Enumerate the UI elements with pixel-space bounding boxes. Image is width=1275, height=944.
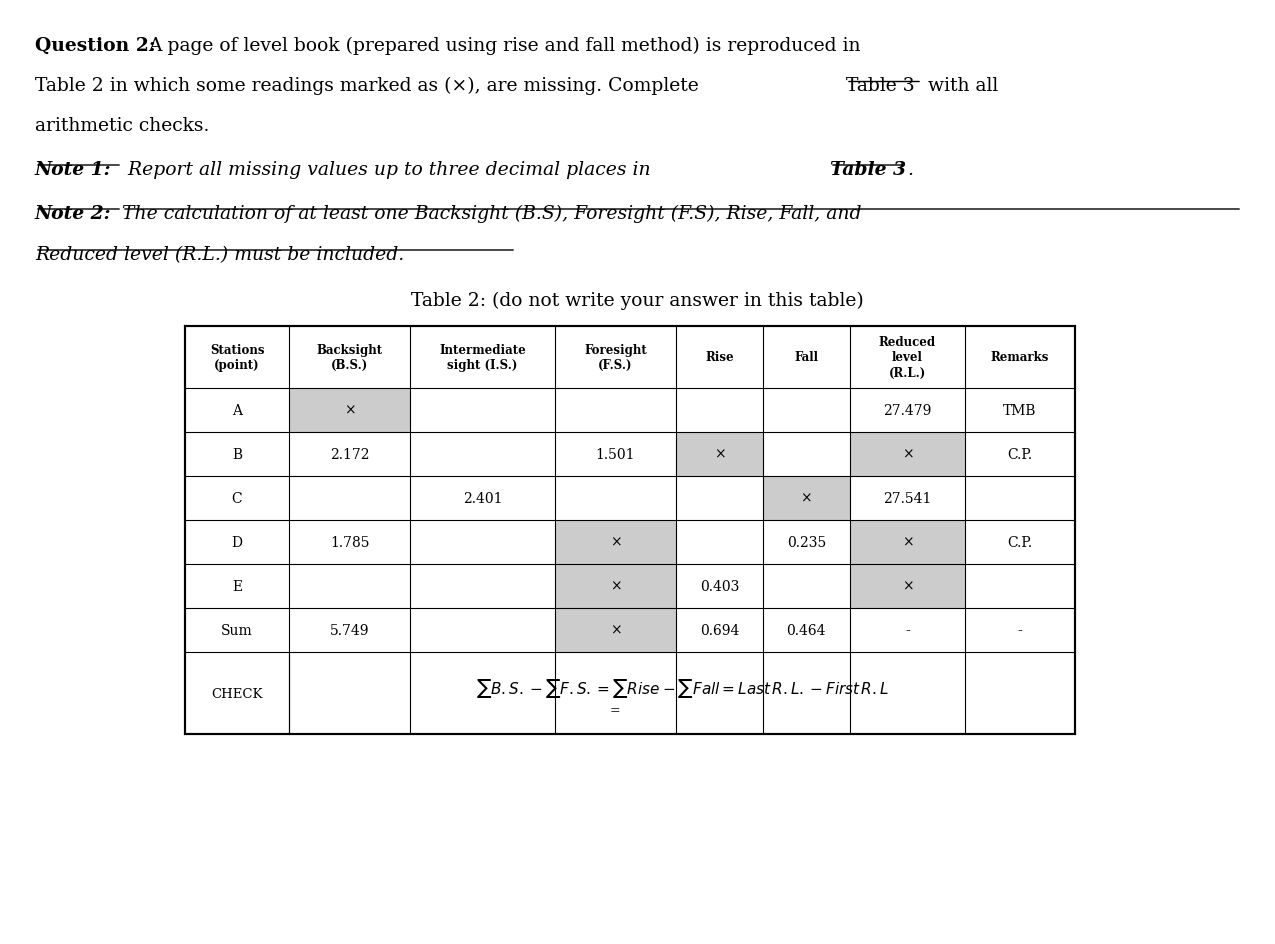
Text: 1.501: 1.501 [595, 447, 635, 462]
Text: Reduced level (R.L.) must be included.: Reduced level (R.L.) must be included. [34, 245, 404, 263]
Text: TMB: TMB [1003, 404, 1037, 417]
Text: ×: × [901, 447, 913, 462]
Bar [849, 520, 965, 565]
Text: 1.785: 1.785 [330, 535, 370, 549]
Text: ×: × [901, 580, 913, 594]
Bar [289, 389, 411, 432]
Text: A page of level book (prepared using rise and fall method) is reproduced in: A page of level book (prepared using ris… [148, 37, 861, 55]
Text: Report all missing values up to three decimal places in: Report all missing values up to three de… [122, 160, 657, 178]
Text: =: = [609, 704, 621, 716]
Text: C.P.: C.P. [1007, 447, 1033, 462]
Bar [762, 477, 849, 520]
Bar [676, 432, 762, 477]
Text: Note 1:: Note 1: [34, 160, 111, 178]
Text: Reduced
level
(R.L.): Reduced level (R.L.) [878, 336, 936, 379]
Text: Sum: Sum [221, 623, 252, 637]
Text: Foresight
(F.S.): Foresight (F.S.) [584, 344, 646, 372]
Bar [555, 520, 676, 565]
Text: A: A [232, 404, 242, 417]
Text: with all: with all [922, 76, 998, 95]
Text: Backsight
(B.S.): Backsight (B.S.) [316, 344, 382, 372]
Bar [185, 327, 1075, 734]
Text: 27.479: 27.479 [884, 404, 932, 417]
Text: ×: × [901, 535, 913, 549]
Text: E: E [232, 580, 242, 594]
Text: 5.749: 5.749 [330, 623, 370, 637]
Bar [849, 565, 965, 608]
Text: B: B [232, 447, 242, 462]
Bar [555, 608, 676, 652]
Text: Table 3: Table 3 [830, 160, 907, 178]
Text: .: . [907, 160, 913, 178]
Text: Question 2:: Question 2: [34, 37, 156, 55]
Text: Table 2: (do not write your answer in this table): Table 2: (do not write your answer in th… [411, 292, 864, 310]
Text: Remarks: Remarks [991, 351, 1049, 364]
Text: arithmetic checks.: arithmetic checks. [34, 117, 209, 135]
Text: Table 3: Table 3 [847, 76, 914, 95]
Text: 0.403: 0.403 [700, 580, 739, 594]
Text: 0.464: 0.464 [787, 623, 826, 637]
Bar [555, 565, 676, 608]
Text: C: C [232, 492, 242, 505]
Text: $\sum B.S. - \sum F.S. = \sum Rise - \sum Fall = Last\,R.L. - First\,R.L$: $\sum B.S. - \sum F.S. = \sum Rise - \su… [476, 676, 889, 699]
Text: Note 2:: Note 2: [34, 205, 111, 223]
Text: Fall: Fall [794, 351, 819, 364]
Text: Stations
(point): Stations (point) [210, 344, 264, 372]
Text: ×: × [609, 535, 621, 549]
Text: ×: × [609, 623, 621, 637]
Text: ×: × [344, 404, 356, 417]
Text: -: - [905, 623, 910, 637]
Text: Table 2 in which some readings marked as (×), are missing. Complete: Table 2 in which some readings marked as… [34, 76, 705, 95]
Text: ×: × [714, 447, 725, 462]
Text: 2.172: 2.172 [330, 447, 370, 462]
Text: 2.401: 2.401 [463, 492, 502, 505]
Text: 27.541: 27.541 [884, 492, 932, 505]
Text: Intermediate
sight (I.S.): Intermediate sight (I.S.) [440, 344, 527, 372]
Text: Rise: Rise [705, 351, 734, 364]
Text: ×: × [609, 580, 621, 594]
Text: D: D [232, 535, 242, 549]
Text: CHECK: CHECK [212, 687, 263, 700]
Text: 0.235: 0.235 [787, 535, 826, 549]
Bar [849, 432, 965, 477]
Text: The calculation of at least one Backsight (B.S), Foresight (F.S), Rise, Fall, an: The calculation of at least one Backsigh… [122, 205, 862, 223]
Text: -: - [1017, 623, 1023, 637]
Text: C.P.: C.P. [1007, 535, 1033, 549]
Text: ×: × [801, 492, 812, 505]
Text: 0.694: 0.694 [700, 623, 739, 637]
